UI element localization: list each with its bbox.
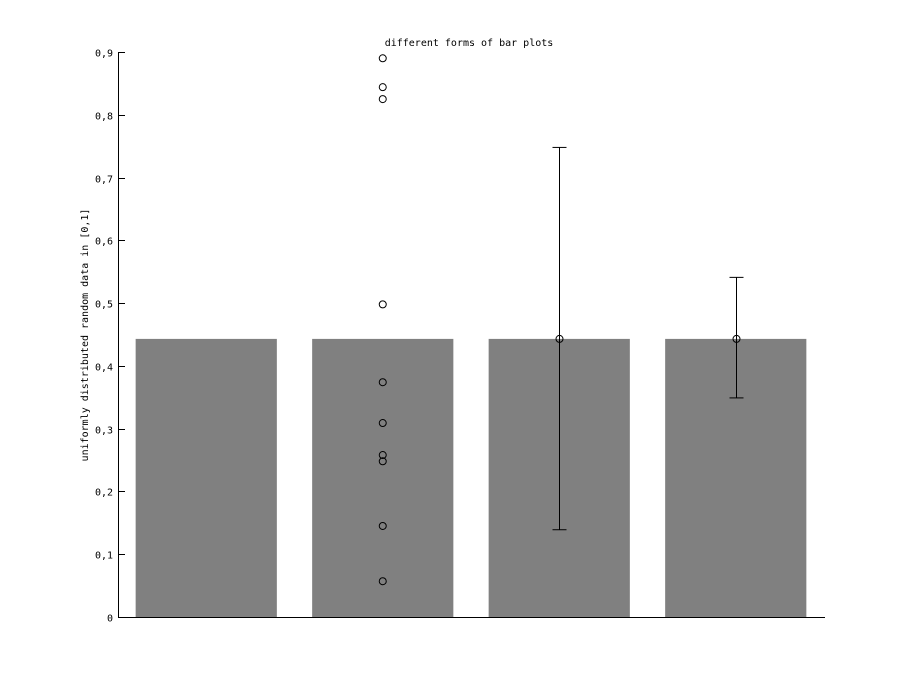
data-point (378, 451, 387, 460)
data-point (378, 83, 387, 92)
chart-title: different forms of bar plots (385, 38, 554, 49)
data-point (378, 457, 387, 466)
overlay-marks (378, 54, 744, 586)
bar-2 (312, 338, 454, 617)
data-point (378, 577, 387, 586)
data-point (378, 521, 387, 530)
y-tick-label: 0 (107, 614, 113, 625)
data-point (378, 378, 387, 387)
data-point (378, 95, 387, 104)
y-tick-label: 0,2 (95, 488, 113, 499)
data-point (378, 300, 387, 309)
y-axis-label: uniformly distributed random data in [0,… (80, 209, 91, 462)
bars (135, 338, 807, 617)
data-point (378, 419, 387, 428)
y-tick-label: 0,1 (95, 551, 113, 562)
bar-4 (665, 338, 807, 617)
y-tick-label: 0,6 (95, 237, 113, 248)
mean-marker (555, 334, 564, 343)
y-tick-label: 0,7 (95, 175, 113, 186)
mean-marker (732, 334, 741, 343)
y-tick-label: 0,3 (95, 426, 113, 437)
data-point (378, 54, 387, 63)
bar-1 (135, 338, 277, 617)
y-tick-label: 0,5 (95, 300, 113, 311)
axes: 0 0,1 0,2 0,3 0,4 0,5 0,6 0,7 0,8 0,9 (95, 49, 825, 625)
y-tick-label: 0,9 (95, 49, 113, 60)
y-tick-label: 0,4 (95, 363, 113, 374)
y-tick-label: 0,8 (95, 112, 113, 123)
